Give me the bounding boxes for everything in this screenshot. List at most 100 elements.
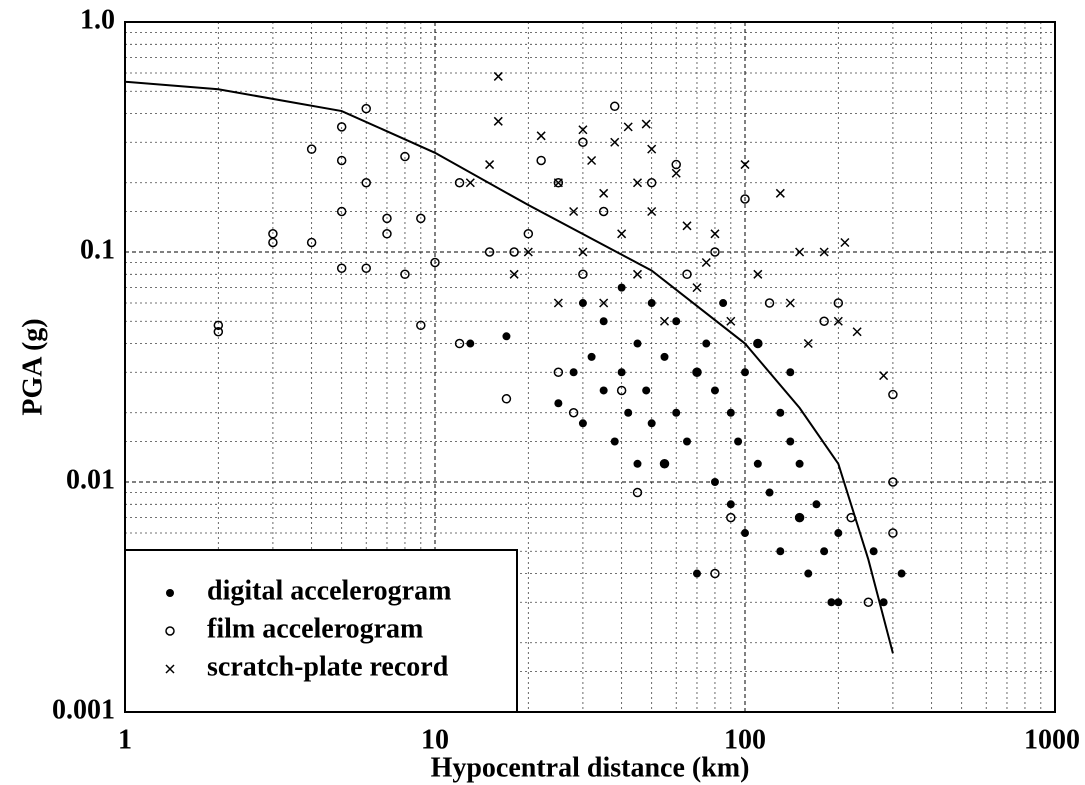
scatter-point xyxy=(599,188,609,198)
scatter-point xyxy=(776,547,785,556)
scatter-point xyxy=(599,317,608,326)
scatter-point xyxy=(306,237,317,248)
scatter-point xyxy=(660,352,669,361)
scatter-point xyxy=(888,477,898,487)
scatter-point xyxy=(682,269,692,280)
scatter-point xyxy=(647,206,657,217)
scatter-point xyxy=(682,221,692,231)
scatter-point xyxy=(400,151,410,162)
scatter-point xyxy=(501,394,512,404)
scatter-point xyxy=(553,367,564,378)
scatter-point xyxy=(568,408,579,418)
y-tick-label: 1.0 xyxy=(80,4,115,35)
scatter-point xyxy=(536,155,546,166)
scatter-point xyxy=(794,512,805,523)
scatter-point xyxy=(659,316,670,326)
scatter-point xyxy=(336,206,347,217)
scatter-point xyxy=(753,459,762,468)
scatter-point xyxy=(827,598,836,607)
fit-curve xyxy=(124,80,894,654)
legend-label: digital accelerogram xyxy=(207,575,451,606)
scatter-point xyxy=(268,237,278,248)
scatter-point xyxy=(569,206,579,217)
scatter-point xyxy=(869,547,878,556)
scatter-point xyxy=(692,283,702,293)
scatter-point xyxy=(692,368,701,377)
scatter-point xyxy=(361,103,371,114)
scatter-point xyxy=(587,155,597,166)
scatter-point xyxy=(624,408,633,417)
scatter-point xyxy=(710,386,719,395)
legend-marker xyxy=(165,664,175,674)
scatter-point xyxy=(740,160,750,170)
scatter-point xyxy=(553,178,564,188)
scatter-point xyxy=(336,155,347,166)
scatter-point xyxy=(672,408,681,417)
x-tick-label: 100 xyxy=(724,724,766,755)
legend-box xyxy=(124,549,518,713)
scatter-point xyxy=(382,229,392,239)
scatter-point xyxy=(692,569,701,578)
scatter-point xyxy=(647,419,656,428)
scatter-point xyxy=(578,247,588,257)
scatter-point xyxy=(617,229,627,239)
scatter-point xyxy=(786,368,795,377)
scatter-point xyxy=(776,408,785,417)
scatter-point xyxy=(897,569,906,578)
scatter-point xyxy=(764,298,775,308)
scatter-point xyxy=(795,247,805,257)
legend-marker xyxy=(165,626,175,636)
y-tick-label: 0.1 xyxy=(80,234,115,265)
scatter-point xyxy=(609,101,620,112)
scatter-point xyxy=(819,316,829,326)
scatter-point xyxy=(888,389,898,400)
legend-marker xyxy=(166,589,174,597)
scatter-point xyxy=(587,352,596,361)
scatter-point xyxy=(382,213,392,224)
scatter-point xyxy=(336,122,347,132)
scatter-point xyxy=(578,419,587,428)
scatter-point xyxy=(833,298,844,308)
scatter-point xyxy=(336,263,347,273)
scatter-point xyxy=(804,569,813,578)
scatter-point xyxy=(502,332,511,341)
x-axis-label: Hypocentral distance (km) xyxy=(431,752,750,783)
scatter-point xyxy=(465,178,475,188)
scatter-point xyxy=(493,116,503,126)
scatter-point xyxy=(616,385,627,396)
scatter-point xyxy=(719,299,728,308)
scatter-point xyxy=(683,437,692,446)
scatter-point xyxy=(569,368,578,377)
scatter-point xyxy=(416,213,426,224)
scatter-point xyxy=(536,131,546,141)
scatter-point xyxy=(785,298,795,308)
scatter-point xyxy=(775,188,785,198)
scatter-point xyxy=(553,178,563,188)
scatter-point xyxy=(840,237,850,248)
scatter-point xyxy=(726,500,735,509)
legend-label: film accelerogram xyxy=(207,613,423,644)
scatter-point xyxy=(578,299,587,308)
scatter-point xyxy=(740,194,750,204)
scatter-point xyxy=(734,437,743,446)
scatter-point xyxy=(741,529,749,538)
scatter-point xyxy=(820,547,829,556)
scatter-point xyxy=(692,367,702,378)
scatter-point xyxy=(623,122,633,132)
scatter-point xyxy=(671,168,681,178)
scatter-point xyxy=(726,316,736,326)
scatter-point xyxy=(578,137,588,148)
scatter-point xyxy=(509,269,519,279)
scatter-point xyxy=(617,283,626,292)
scatter-point xyxy=(632,178,643,188)
scatter-point xyxy=(642,386,651,395)
scatter-point xyxy=(753,338,763,349)
scatter-point xyxy=(710,478,719,486)
scatter-point xyxy=(578,269,588,280)
scatter-point xyxy=(454,178,465,188)
scatter-point xyxy=(702,339,711,348)
scatter-point xyxy=(633,339,642,348)
scatter-point xyxy=(554,399,563,408)
y-tick-label: 0.001 xyxy=(52,694,115,725)
